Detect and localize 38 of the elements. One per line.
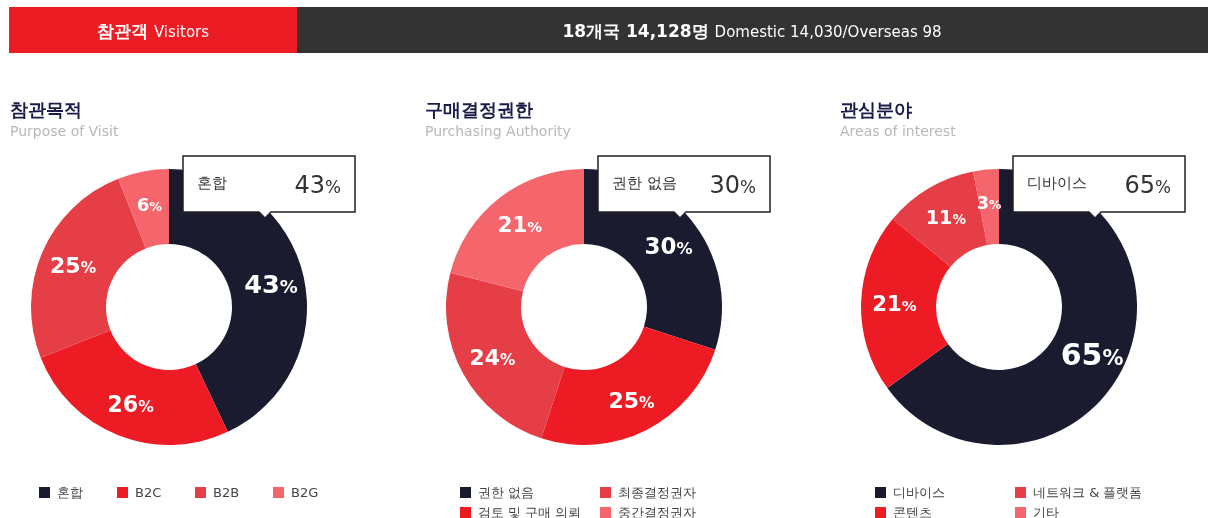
legend-label: 디바이스 [893, 485, 945, 500]
data-label: 6% [136, 193, 163, 215]
slice-label: 혼합 [197, 174, 227, 192]
legend-label: 네트워크 & 플랫폼 [1033, 485, 1143, 500]
text: Domestic 14,030/Overseas 98 [714, 23, 942, 41]
slice-label: 디바이스 [1027, 174, 1087, 192]
chart-title: 구매결정권한 [425, 99, 533, 120]
legend-label: B2B [213, 485, 240, 500]
text: 65% [1124, 171, 1171, 199]
slice-label: 권한 없음 [612, 174, 677, 192]
text: 참관객 [96, 21, 148, 41]
data-label: 30% [644, 232, 693, 259]
text: 30% [709, 171, 756, 199]
data-label: 11% [925, 205, 967, 229]
text: 18개국 14,128명 [562, 21, 709, 41]
data-label: 25% [608, 387, 655, 413]
legend-label: 중간결정권자 [618, 505, 696, 518]
chart-title: 관심분야 [840, 99, 912, 120]
chart-subtitle: Areas of interest [840, 123, 957, 139]
legend-label: 기타 [1033, 505, 1059, 518]
text: 43% [294, 171, 341, 199]
legend-label: 권한 없음 [478, 485, 535, 500]
legend-label: B2G [291, 485, 319, 500]
legend-label: 최종결정권자 [618, 485, 696, 500]
text: Visitors [153, 23, 210, 41]
legend-label: 콘텐츠 [893, 505, 932, 518]
data-label: 21% [872, 291, 917, 317]
chart-title: 참관목적 [10, 99, 82, 120]
legend-label: 혼합 [57, 485, 83, 500]
chart-subtitle: Purpose of Visit [10, 123, 119, 139]
data-label: 24% [469, 344, 516, 370]
legend-label: B2C [135, 485, 162, 500]
data-label: 21% [497, 211, 543, 237]
data-label: 26% [107, 390, 155, 417]
data-label: 43% [244, 269, 298, 300]
chart-subtitle: Purchasing Authority [425, 123, 571, 139]
data-label: 25% [50, 253, 97, 279]
data-label: 65% [1060, 336, 1124, 372]
